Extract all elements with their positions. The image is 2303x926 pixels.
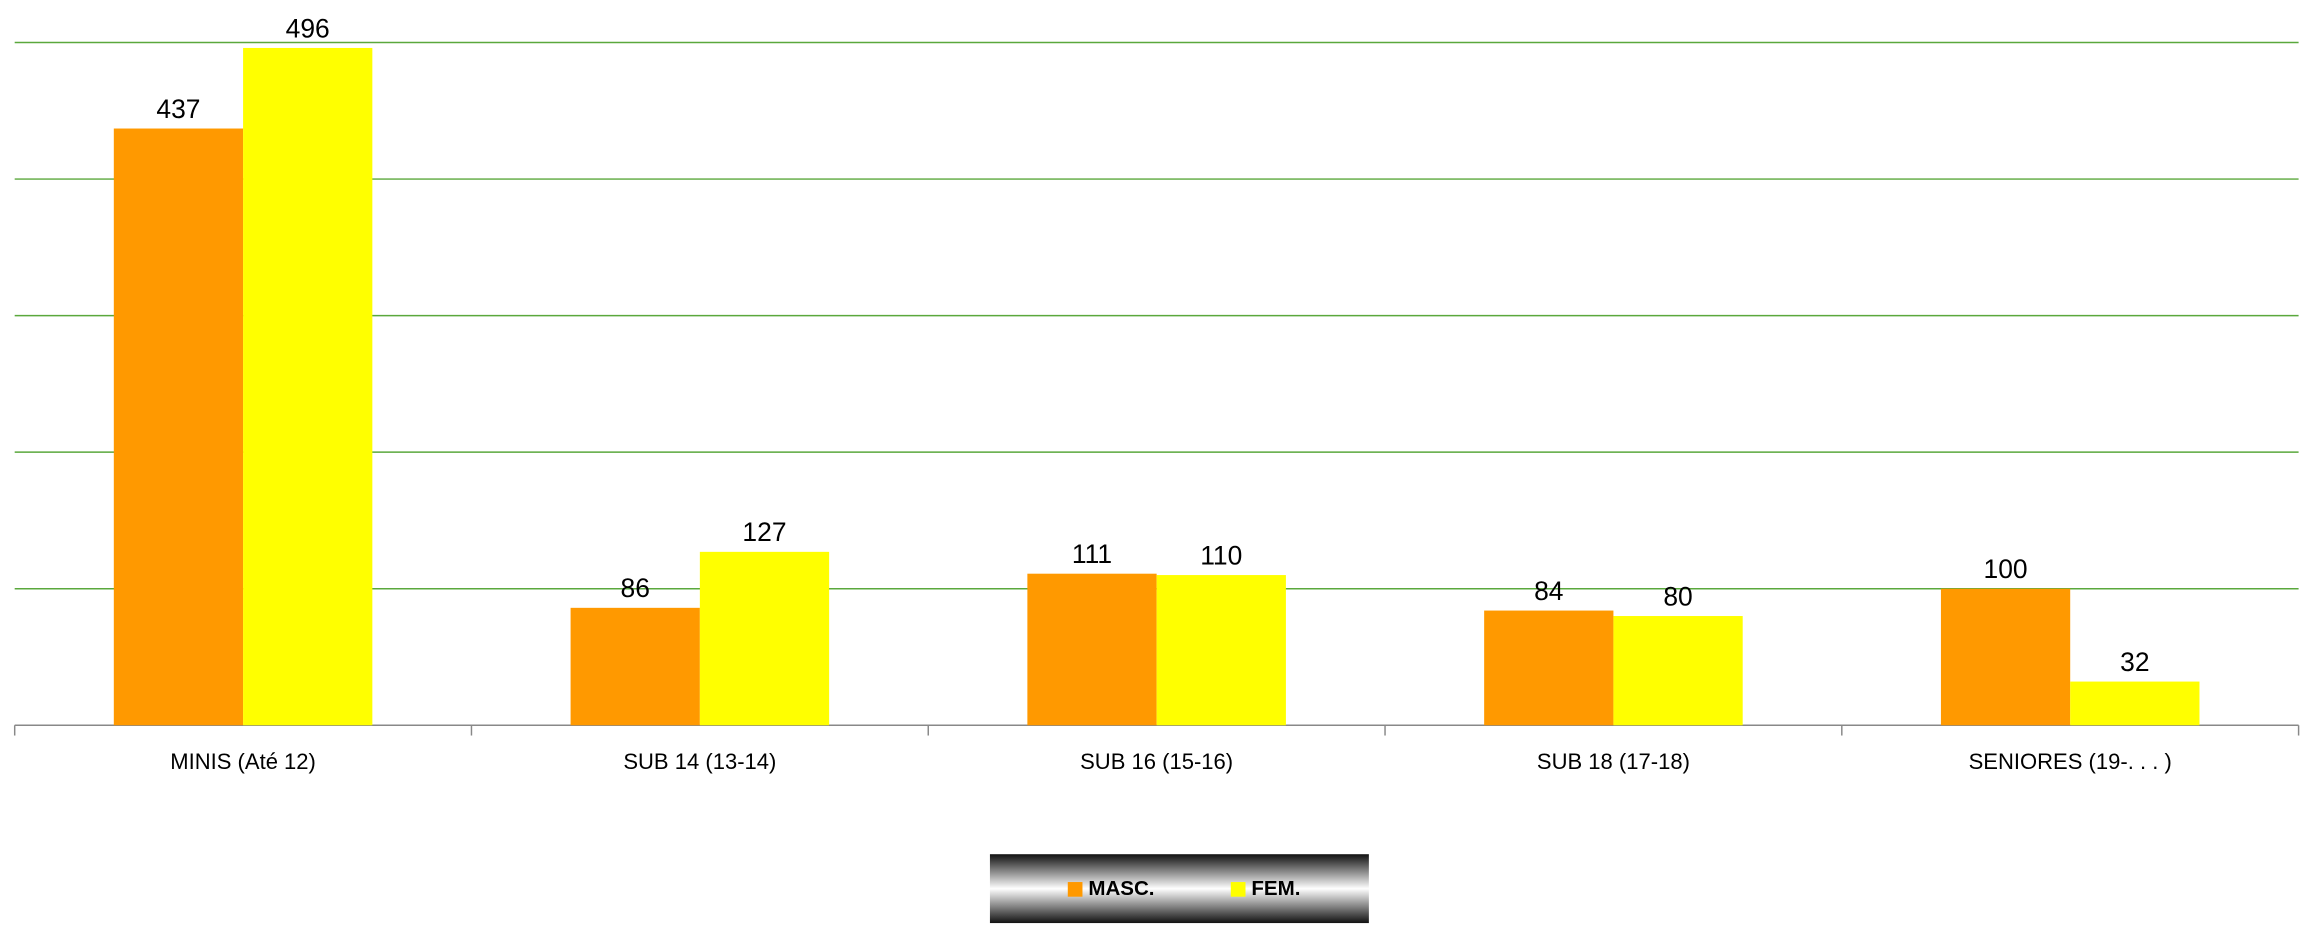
legend-swatch: [1067, 882, 1083, 897]
bar: [1027, 573, 1157, 726]
x-tick-label: MINIS (Até 12): [170, 749, 316, 774]
x-tick-label: SUB 16 (15-16): [1080, 749, 1233, 774]
x-tick-label: SENIORES (19-. . . ): [1969, 749, 2172, 774]
bar: [699, 551, 830, 726]
legend-label: FEM.: [1251, 877, 1300, 900]
legend-swatch: [1230, 882, 1246, 897]
value-label: 437: [156, 94, 200, 124]
value-label: 127: [742, 517, 786, 547]
bar: [570, 607, 700, 726]
legend-label: MASC.: [1088, 877, 1154, 900]
bar: [1484, 610, 1614, 726]
x-tick-label: SUB 18 (17-18): [1537, 749, 1690, 774]
value-label: 110: [1200, 540, 1242, 570]
value-label: 32: [2120, 647, 2149, 677]
value-label: 100: [1984, 554, 2028, 584]
bar: [2070, 681, 2200, 726]
value-label: 86: [621, 573, 650, 603]
value-label: 80: [1663, 581, 1692, 611]
value-label: 111: [1072, 539, 1112, 569]
bar: [113, 128, 244, 726]
bar: [243, 47, 373, 726]
value-label: 496: [286, 13, 330, 43]
bar: [1156, 575, 1286, 726]
bar: [1940, 588, 2071, 726]
legend-box: [989, 854, 1369, 924]
bar: [1613, 616, 1743, 726]
value-label: 84: [1534, 576, 1563, 606]
x-tick-label: SUB 14 (13-14): [623, 749, 776, 774]
